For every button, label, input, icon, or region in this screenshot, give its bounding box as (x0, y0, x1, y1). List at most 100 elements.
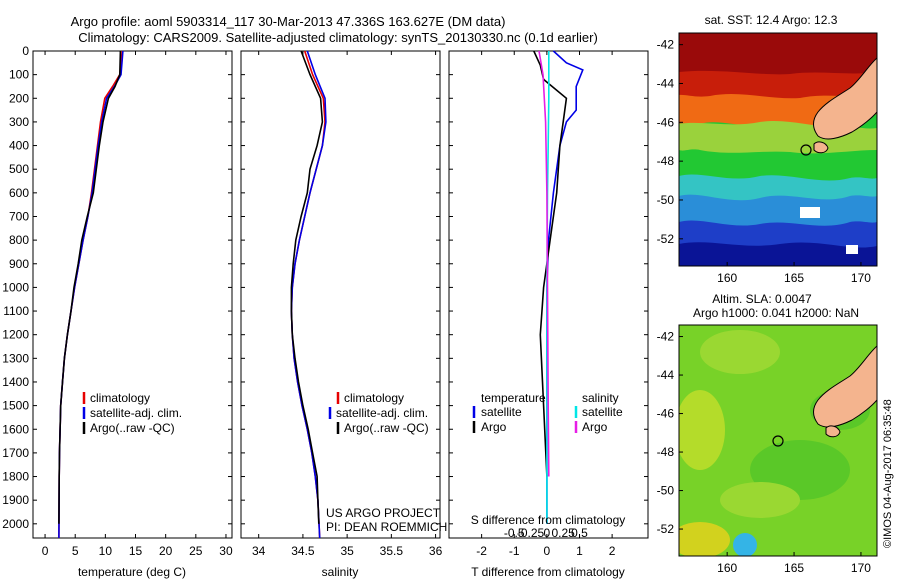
series-line-climatology (290, 50, 326, 539)
x-tick-label: 36 (429, 544, 443, 558)
depth-tick-label: 800 (9, 233, 29, 247)
difference-profiles (533, 50, 584, 524)
depth-tick-label: 300 (9, 115, 29, 129)
salinity-difference-label: S difference from climatology (471, 513, 626, 527)
x-tick-label: 2 (609, 544, 616, 558)
map-x-tick-label: 165 (784, 561, 804, 575)
x-tick-label: 5 (72, 544, 79, 558)
depth-tick-label: 1600 (2, 422, 29, 436)
temperature-panel-frame (32, 50, 233, 539)
s-tick-label: 0.25 (552, 526, 576, 540)
depth-tick-label: 900 (9, 257, 29, 271)
map-x-tick-label: 170 (851, 271, 871, 285)
credit-pi: PI: DEAN ROEMMICH (326, 520, 447, 534)
legend-temp-argo: Argo (481, 420, 507, 434)
map-y-tick-label: -50 (657, 193, 675, 207)
depth-tick-label: 400 (9, 139, 29, 153)
depth-tick-label: 1400 (2, 375, 29, 389)
legend-argo: Argo(..raw -QC) (344, 421, 429, 435)
depth-tick-label: 1200 (2, 328, 29, 342)
depth-tick-label: 100 (9, 68, 29, 82)
x-tick-label: -2 (476, 544, 487, 558)
series-line-satellite-adj-clim (58, 50, 124, 539)
s-tick-label: -0.25 (517, 526, 545, 540)
depth-tick-label: 0 (22, 44, 29, 58)
x-tick-label: 35.5 (380, 544, 404, 558)
temperature-profiles (58, 50, 124, 539)
legend-salinity-title: salinity (582, 391, 619, 405)
depth-tick-label: 1500 (2, 399, 29, 413)
series-line-temperature-argo (533, 50, 568, 477)
depth-axis: 0 100 200 300 400 500 600 700 800 900 1000 1100 1200… (2, 44, 648, 531)
salinity-panel-frame (240, 50, 441, 539)
credit-project: US ARGO PROJECT (326, 506, 441, 520)
figure-title-line1: Argo profile: aoml 5903314_117 30-Mar-20… (71, 14, 506, 29)
legend-climatology: climatology (344, 391, 404, 405)
sst-map-title: sat. SST: 12.4 Argo: 12.3 (705, 13, 838, 27)
salinity-xlabel: salinity (322, 565, 359, 579)
salinity-x-axis: 34 34.5 35 35.5 36 (252, 51, 443, 558)
series-line-satellite-adj-clim (290, 50, 327, 539)
series-line-salinity-argo (538, 50, 550, 477)
sla-map-axes: 160 165 170 -42 -44 -46 -48 -50 -52 (657, 330, 872, 575)
x-tick-label: 15 (129, 544, 143, 558)
map-y-tick-label: -44 (657, 76, 675, 90)
sst-map-frame (678, 32, 878, 267)
imos-stamp: ©IMOS 04-Aug-2017 06:35:48 (882, 399, 894, 548)
map-x-tick-label: 160 (717, 271, 737, 285)
legend-temp-satellite: satellite (481, 405, 522, 419)
map-y-tick-label: -52 (657, 522, 675, 536)
map-y-tick-label: -46 (657, 115, 675, 129)
difference-x-axis: -2 -1 0 1 2-0.5-0.25 0 0.250.5 (476, 51, 616, 558)
depth-tick-label: 700 (9, 209, 29, 223)
legend-temperature-title: temperature (481, 391, 546, 405)
difference-xlabel: T difference from climatology (471, 565, 625, 579)
x-tick-label: -1 (509, 544, 520, 558)
x-tick-label: 34.5 (291, 544, 315, 558)
sla-map-title2: Argo h1000: 0.041 h2000: NaN (693, 306, 859, 320)
legend-satellite-clim: satellite-adj. clim. (336, 406, 428, 420)
map-x-tick-label: 160 (717, 561, 737, 575)
s-tick-label: 0.5 (571, 526, 588, 540)
legend-climatology: climatology (90, 391, 150, 405)
map-y-tick-label: -42 (657, 38, 675, 52)
map-y-tick-label: -52 (657, 232, 675, 246)
x-tick-label: 1 (576, 544, 583, 558)
depth-tick-label: 1800 (2, 470, 29, 484)
x-tick-label: 0 (42, 544, 49, 558)
map-y-tick-label: -48 (657, 154, 675, 168)
sst-map (679, 33, 877, 266)
map-y-tick-label: -50 (657, 484, 675, 498)
x-tick-label: 10 (99, 544, 113, 558)
temperature-legend: climatology satellite-adj. clim. Argo(..… (82, 391, 182, 435)
legend-sal-satellite: satellite (582, 405, 623, 419)
s-tick-label: 0 (544, 526, 551, 540)
salinity-legend: climatology satellite-adj. clim. Argo(..… (328, 391, 429, 435)
sla-map (679, 325, 877, 556)
depth-tick-label: 1000 (2, 280, 29, 294)
series-line-argo-raw-qc (58, 50, 122, 524)
depth-tick-label: 600 (9, 186, 29, 200)
depth-tick-label: 1300 (2, 351, 29, 365)
sla-map-title1: Altim. SLA: 0.0047 (712, 292, 812, 306)
sst-map-axes: 160 165 170 -42 -44 -46 -48 -50 -52 (657, 38, 872, 285)
x-tick-label: 25 (189, 544, 203, 558)
temperature-xlabel: temperature (deg C) (78, 565, 186, 579)
temperature-x-axis: 0 5 10 15 20 25 30 (42, 51, 233, 558)
legend-satellite-clim: satellite-adj. clim. (90, 406, 182, 420)
legend-argo: Argo(..raw -QC) (90, 421, 175, 435)
sla-map-frame (678, 324, 878, 557)
series-line-argo-raw-qc (290, 50, 324, 524)
difference-legend: temperature salinity satellite Argo sate… (472, 391, 623, 434)
map-x-tick-label: 165 (784, 271, 804, 285)
depth-tick-label: 2000 (2, 517, 29, 531)
depth-tick-label: 200 (9, 91, 29, 105)
depth-tick-label: 1700 (2, 446, 29, 460)
map-y-tick-label: -48 (657, 445, 675, 459)
series-line-climatology (58, 50, 123, 539)
map-y-tick-label: -42 (657, 330, 675, 344)
x-tick-label: 30 (219, 544, 233, 558)
x-tick-label: 35 (340, 544, 354, 558)
legend-sal-argo: Argo (582, 420, 608, 434)
